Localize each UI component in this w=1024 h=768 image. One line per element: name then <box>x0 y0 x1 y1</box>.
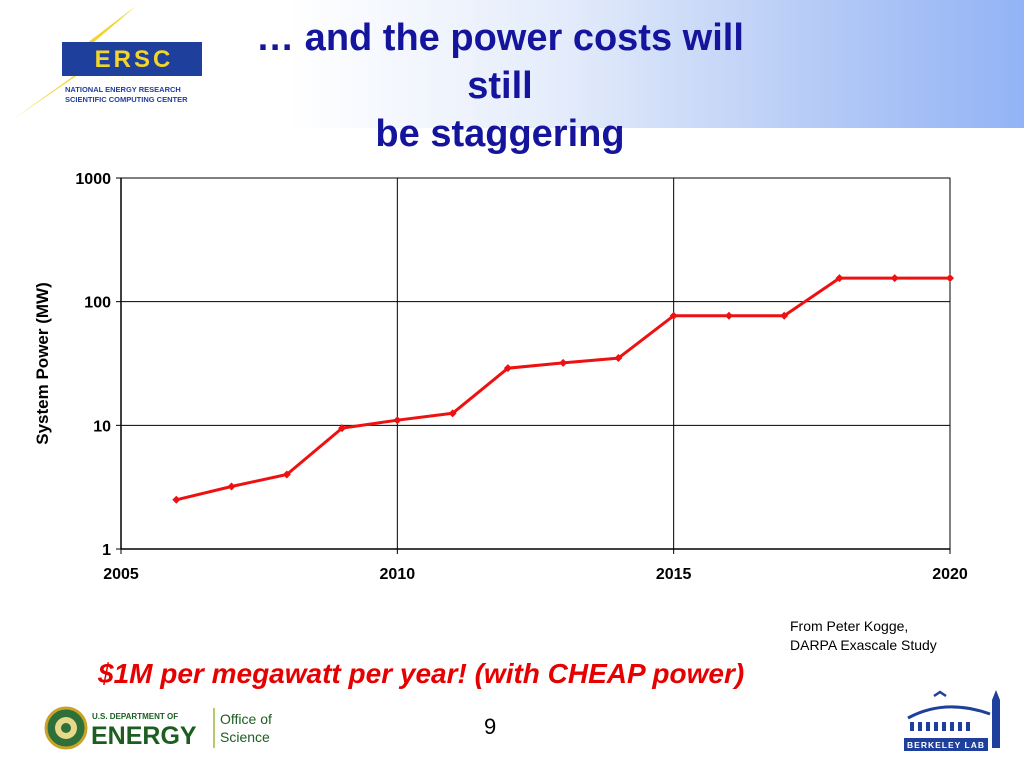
y-tick-label: 100 <box>84 295 111 312</box>
nersc-acronym: ERSC <box>95 46 174 73</box>
data-point <box>338 424 347 433</box>
nersc-box <box>62 42 202 76</box>
nersc-line-1: NATIONAL ENERGY RESEARCH <box>65 85 181 94</box>
nersc-line-2: SCIENTIFIC COMPUTING CENTER <box>65 95 188 104</box>
y-axis-label: System Power (MW) <box>33 282 52 444</box>
berkeley-arc-icon <box>907 705 991 720</box>
source-note: From Peter Kogge, DARPA Exascale Study <box>790 617 937 655</box>
chart-series <box>172 274 954 504</box>
doe-office-line-1: Office of <box>220 711 272 727</box>
data-point <box>503 364 512 373</box>
y-tick-label: 1 <box>102 542 111 559</box>
chart-grid <box>116 177 951 554</box>
data-point <box>282 470 291 479</box>
chart-ticks: 1 10 100 1000 2005 2010 2015 2020 <box>75 171 967 583</box>
data-point <box>227 482 236 491</box>
doe-office-of-science-logo: U.S. DEPARTMENT OF ENERGY Office of Scie… <box>44 706 272 750</box>
data-point <box>669 311 678 320</box>
data-point <box>835 274 844 283</box>
doe-small-text: U.S. DEPARTMENT OF <box>92 712 178 721</box>
data-point <box>724 311 733 320</box>
data-point <box>172 495 181 504</box>
source-line-1: From Peter Kogge, <box>790 618 909 634</box>
x-tick-label: 2005 <box>103 566 139 583</box>
x-tick-label: 2015 <box>656 566 692 583</box>
doe-big-text: ENERGY <box>91 722 197 750</box>
slide-title: … and the power costs will still be stag… <box>220 14 780 158</box>
campanile-icon <box>992 700 1000 748</box>
x-tick-label: 2010 <box>380 566 416 583</box>
doe-office-line-2: Science <box>220 729 270 745</box>
data-point <box>393 416 402 425</box>
data-point <box>614 354 623 363</box>
page-number: 9 <box>484 714 497 739</box>
plot-area <box>120 177 951 550</box>
berkeley-lab-logo: BERKELEY LAB <box>904 690 1000 751</box>
tagline: $1M per megawatt per year! (with CHEAP p… <box>98 658 745 689</box>
source-line-2: DARPA Exascale Study <box>790 637 937 653</box>
slide-title-line-2: be staggering <box>375 113 625 155</box>
data-point <box>890 274 899 283</box>
data-point <box>559 358 568 367</box>
berkeley-lab-text: BERKELEY LAB <box>907 740 985 750</box>
nersc-logo: ERSC NATIONAL ENERGY RESEARCH SCIENTIFIC… <box>12 6 202 120</box>
power-chart: 1 10 100 1000 2005 2010 2015 2020 System Power … <box>33 171 968 583</box>
x-tick-label: 2020 <box>932 566 968 583</box>
y-tick-label: 1000 <box>75 171 111 188</box>
y-tick-label: 10 <box>93 418 111 435</box>
slide-title-line-1: … and the power costs will still <box>256 17 744 107</box>
data-point <box>946 274 954 283</box>
data-point <box>448 409 457 418</box>
data-point <box>780 311 789 320</box>
